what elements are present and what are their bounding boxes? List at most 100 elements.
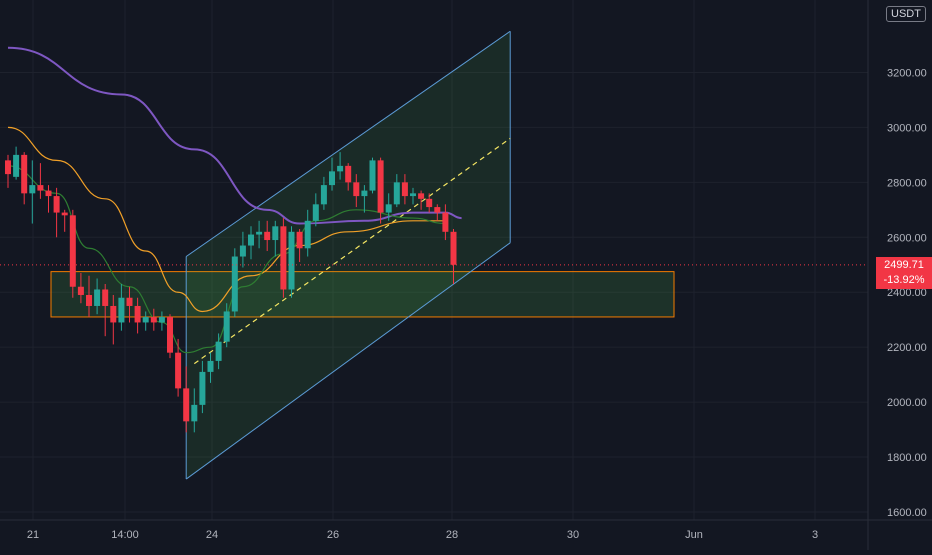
support-zone <box>50 271 675 318</box>
candle-body <box>345 165 352 183</box>
price-tick-label: 2200.00 <box>887 342 927 354</box>
candle-body <box>418 193 425 199</box>
candle-body <box>102 289 109 306</box>
price-tick-label: 3200.00 <box>887 67 927 79</box>
channel-upper-line <box>185 30 511 257</box>
price-tick-label: 2600.00 <box>887 232 927 244</box>
candle <box>13 146 20 180</box>
candle-body <box>223 311 230 342</box>
candle-body <box>45 190 52 197</box>
channel-midline <box>193 137 511 365</box>
candle <box>385 193 392 221</box>
candle <box>345 163 352 191</box>
candle <box>61 209 68 232</box>
candle <box>134 297 141 334</box>
candle-body <box>29 185 36 194</box>
candle-body <box>231 256 238 312</box>
candle <box>199 360 206 414</box>
candle-body <box>13 154 20 177</box>
candle <box>401 174 408 205</box>
candle-body <box>86 294 92 306</box>
time-tick-label: 3 <box>812 529 818 541</box>
candle <box>304 209 311 257</box>
candle <box>142 311 149 331</box>
candle <box>296 229 303 263</box>
candle-body <box>312 204 319 221</box>
candle-body <box>377 160 384 213</box>
candle <box>361 185 368 213</box>
candle-body <box>361 190 368 197</box>
candle <box>167 314 173 359</box>
candle-body <box>353 182 360 197</box>
candle <box>434 204 441 221</box>
time-tick-label: 21 <box>27 529 39 541</box>
time-tick-label: 24 <box>206 529 218 541</box>
candle <box>248 226 254 260</box>
candle <box>126 286 133 323</box>
channel-fill <box>186 31 511 480</box>
last-price-value: 2499.71 <box>884 259 924 271</box>
candle <box>377 157 384 224</box>
price-tick-label: 2400.00 <box>887 287 927 299</box>
candle <box>191 388 198 433</box>
candle-body <box>37 185 44 191</box>
candle <box>158 311 165 331</box>
candle-body <box>142 316 149 323</box>
candle <box>272 220 279 257</box>
last-price-change: -13.92% <box>883 274 925 286</box>
candle-body <box>369 160 376 191</box>
candle-body <box>320 185 327 205</box>
candle <box>37 163 44 199</box>
support-zone-rect <box>50 271 675 318</box>
candle-body <box>126 297 133 306</box>
candle <box>69 209 76 298</box>
candle <box>21 152 28 205</box>
candle <box>150 308 157 331</box>
candle-body <box>385 204 392 213</box>
candle-body <box>110 305 117 323</box>
time-tick-label: 14:00 <box>111 529 139 541</box>
candle <box>337 152 344 180</box>
candle <box>5 154 11 188</box>
candle-body <box>248 234 254 246</box>
price-tick-label: 3000.00 <box>887 122 927 134</box>
candle-body <box>191 404 198 422</box>
candle-body <box>77 286 84 295</box>
time-tick-label: Jun <box>685 529 703 541</box>
candle-body <box>134 305 141 323</box>
candle <box>86 275 92 317</box>
candle <box>94 278 101 315</box>
candle-body <box>410 193 416 197</box>
candle <box>280 218 287 298</box>
candle-body <box>401 182 408 197</box>
candle <box>77 273 84 304</box>
channel-lower-line <box>185 242 511 480</box>
candle-body <box>199 371 206 405</box>
candle <box>264 220 271 252</box>
candle <box>239 231 246 268</box>
price-tick-label: 2800.00 <box>887 177 927 189</box>
candle-body <box>239 245 246 257</box>
price-channel <box>185 30 511 480</box>
candle-body <box>426 198 433 208</box>
candle <box>320 176 327 210</box>
candle-body <box>53 196 60 213</box>
candle <box>175 338 182 397</box>
candle-body <box>61 212 68 216</box>
candle <box>410 187 416 205</box>
currency-label[interactable]: USDT <box>886 6 926 22</box>
price-tick-label: 1800.00 <box>887 452 927 464</box>
candle-body <box>256 231 263 235</box>
candle-body <box>442 212 449 232</box>
candle <box>369 157 376 194</box>
candle-body <box>288 231 295 290</box>
candle-body <box>337 165 344 172</box>
ma_mid-line <box>7 126 446 313</box>
candle-body <box>207 360 214 372</box>
candle <box>45 185 52 213</box>
ma_fast-line <box>7 165 446 354</box>
candle <box>215 333 222 370</box>
candle-body <box>5 160 11 175</box>
